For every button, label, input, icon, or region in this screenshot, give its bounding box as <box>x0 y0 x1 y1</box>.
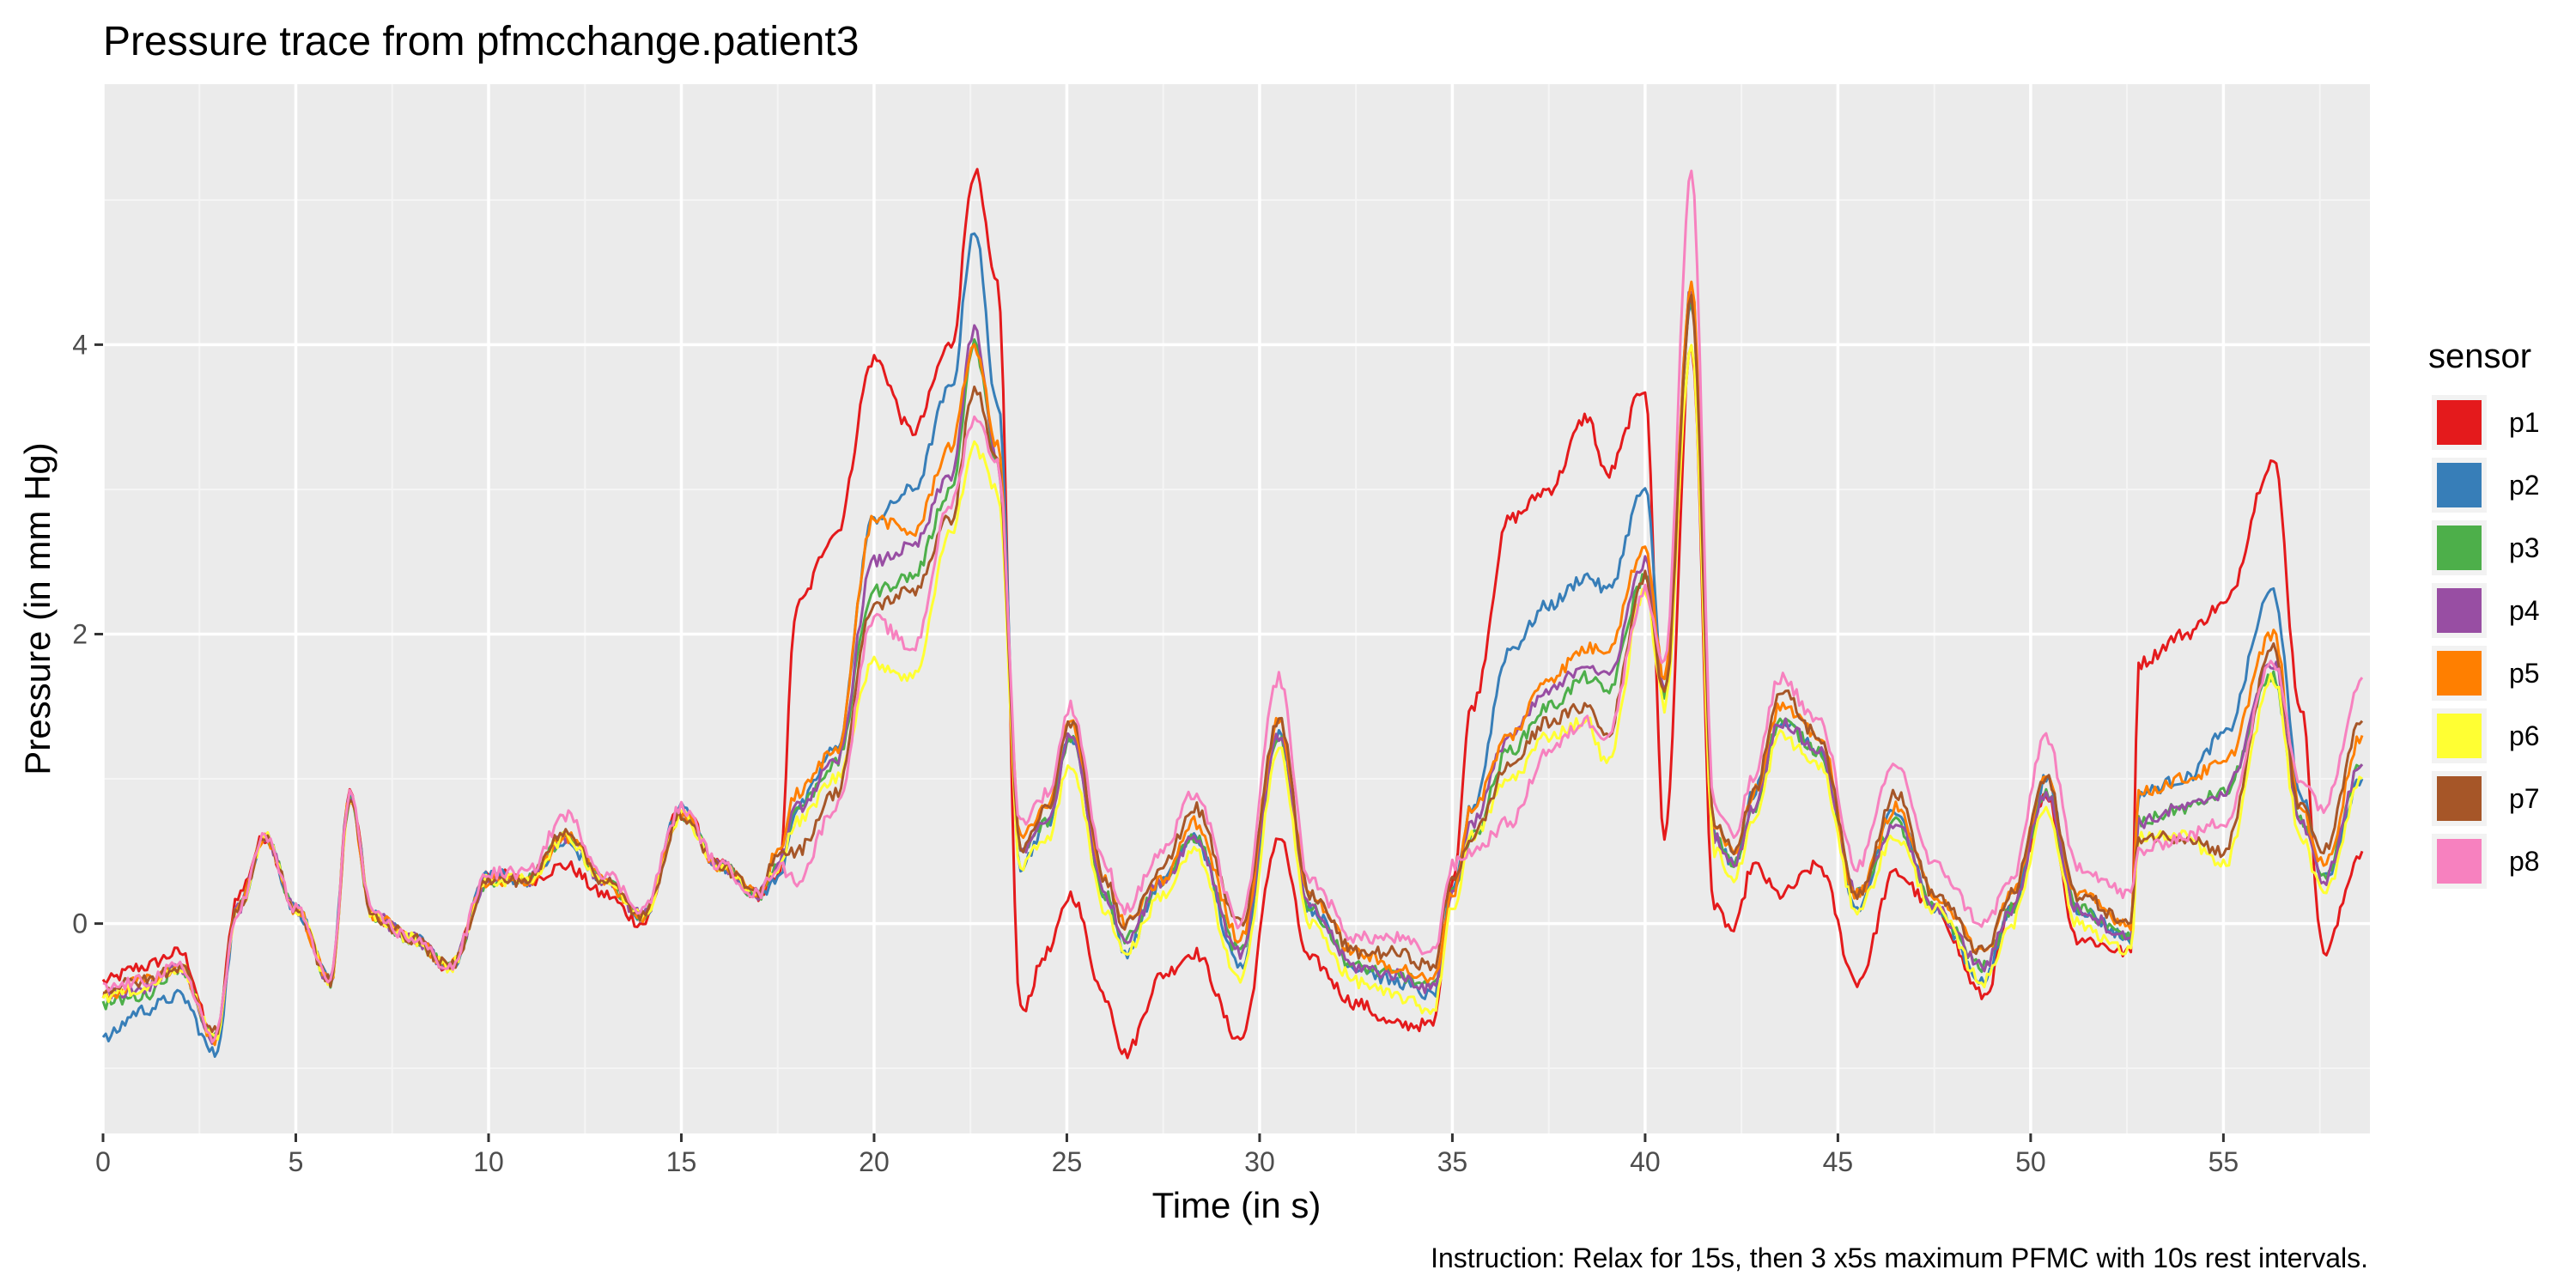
y-tick-label: 4 <box>72 329 88 360</box>
legend-swatch-p8 <box>2437 839 2482 884</box>
x-tick-label: 45 <box>1823 1146 1854 1177</box>
x-tick-label: 30 <box>1244 1146 1275 1177</box>
x-tick-label: 40 <box>1630 1146 1661 1177</box>
x-axis-ticks: 0 5 10 15 20 25 30 35 40 45 50 55 <box>95 1133 2239 1177</box>
y-tick-label: 2 <box>72 618 88 649</box>
legend-swatch-p1 <box>2437 400 2482 445</box>
legend-label-p3: p3 <box>2509 532 2540 563</box>
legend-label-p1: p1 <box>2509 407 2540 438</box>
x-tick-label: 15 <box>666 1146 697 1177</box>
chart-title: Pressure trace from pfmcchange.patient3 <box>103 19 859 64</box>
chart-caption: Instruction: Relax for 15s, then 3 x5s m… <box>1431 1242 2368 1273</box>
y-tick-label: 0 <box>72 908 88 939</box>
minor-gridlines <box>103 84 2370 1133</box>
legend: p1 p2 p3 p4 p5 p6 p7 p8 <box>2432 395 2540 889</box>
legend-swatch-p7 <box>2437 776 2482 821</box>
legend-label-p8: p8 <box>2509 846 2540 877</box>
major-gridlines <box>101 84 2370 1133</box>
x-tick-label: 0 <box>95 1146 111 1177</box>
x-tick-label: 55 <box>2208 1146 2239 1177</box>
y-axis-title: Pressure (in mm Hg) <box>17 442 58 775</box>
legend-swatch-p6 <box>2437 714 2482 758</box>
legend-title: sensor <box>2428 337 2531 375</box>
x-tick-label: 25 <box>1052 1146 1083 1177</box>
x-tick-label: 35 <box>1437 1146 1468 1177</box>
legend-label-p6: p6 <box>2509 720 2540 751</box>
legend-swatch-p3 <box>2437 526 2482 570</box>
y-axis-ticks: 0 2 4 <box>72 329 103 939</box>
legend-label-p2: p2 <box>2509 470 2540 501</box>
x-tick-label: 5 <box>289 1146 304 1177</box>
legend-label-p4: p4 <box>2509 595 2540 626</box>
legend-label-p5: p5 <box>2509 658 2540 689</box>
x-axis-title: Time (in s) <box>1152 1185 1321 1225</box>
series-lines <box>101 167 2364 1060</box>
legend-label-p7: p7 <box>2509 783 2540 814</box>
x-tick-label: 50 <box>2015 1146 2046 1177</box>
x-tick-label: 20 <box>859 1146 890 1177</box>
series-line-p8 <box>102 169 2364 1043</box>
legend-swatch-p5 <box>2437 651 2482 696</box>
legend-swatch-p4 <box>2437 588 2482 633</box>
x-tick-label: 10 <box>473 1146 504 1177</box>
legend-swatch-p2 <box>2437 463 2482 507</box>
